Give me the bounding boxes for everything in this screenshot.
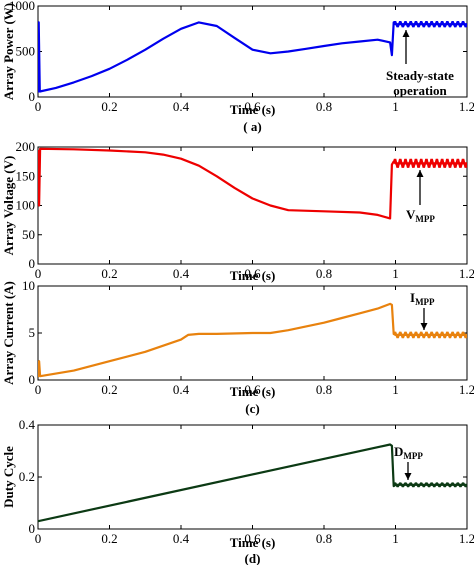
chart-panel-2: 0 0.2 0.4 0.6 0.8 1 1.2 0 50 100 150 200 Time (s) Arr… [1,139,474,300]
x-tick-label: 1.2 [459,382,474,397]
y-tick-label: 0 [29,372,36,387]
y-axis-label: Duty Cycle [1,446,16,508]
x-axis-label: Time (s) [230,268,276,283]
steady-state-trace [392,331,467,339]
series-line [38,302,467,378]
x-tick-label: 0 [35,531,42,546]
y-tick-label: 0 [29,521,36,536]
annotation-text: IMPP [410,290,435,307]
subplot-label: (d) [245,551,261,565]
y-tick-label: 100 [16,198,36,213]
y-tick-label: 0.2 [19,469,35,484]
x-axis-label: Time (s) [230,535,276,550]
annotation-text: operation [393,83,447,98]
x-tick-label: 0.8 [316,531,332,546]
x-axis-label: Time (s) [230,384,276,399]
x-tick-label: 0.6 [244,382,261,397]
plot-frame [37,146,468,265]
x-tick-label: 0 [35,266,42,281]
plot-frame [37,424,468,530]
x-tick-label: 0.8 [316,99,332,114]
x-tick-label: 0 [35,99,42,114]
y-tick-label: 10 [22,278,35,293]
y-axis-label: Array Voltage (V) [1,156,16,256]
x-tick-label: 0.6 [244,266,261,281]
x-tick-label: 1.2 [459,99,474,114]
chart-panel-4: 0 0.2 0.4 0.6 0.8 1 1.2 0 0.2 0.4 Time (s) Duty Cyc… [1,417,474,565]
x-tick-label: 0 [35,382,42,397]
chart-panel-1: 0 0.2 0.4 0.6 0.8 1 1.2 0 500 1000 Time (s) Array P… [1,0,474,134]
x-tick-label: 1 [392,531,399,546]
x-tick-label: 0.4 [173,531,190,546]
x-tick-label: 0.4 [173,382,190,397]
y-tick-label: 500 [16,44,36,59]
x-axis-label: Time (s) [230,102,276,117]
x-tick-label: 0.2 [101,99,117,114]
x-tick-label: 0.4 [173,266,190,281]
x-tick-label: 1 [392,382,399,397]
series-line [38,147,467,220]
annotation-arrow-head [402,30,410,37]
x-tick-label: 0.2 [101,266,117,281]
y-tick-label: 50 [22,227,35,242]
y-tick-label: 200 [16,139,36,154]
annotation-text: DMPP [394,444,423,461]
y-axis-label: Array Current (A) [1,281,16,385]
chart-panel-3: 0 0.2 0.4 0.6 0.8 1 1.2 0 5 10 Time (s) Array Curre… [1,278,474,416]
x-tick-label: 1.2 [459,531,474,546]
annotation-arrow-head [404,473,412,480]
y-tick-label: 1000 [9,0,35,13]
y-tick-label: 5 [29,325,36,340]
x-tick-label: 0.8 [316,266,332,281]
subplot-label: ( a) [243,119,261,134]
annotation-text: VMPP [406,207,435,224]
y-tick-label: 0 [29,256,36,271]
annotation-arrow-head [416,170,424,177]
x-tick-label: 0.2 [101,531,117,546]
x-tick-label: 1 [392,266,399,281]
y-tick-label: 0.4 [19,417,36,432]
y-tick-label: 150 [16,168,36,183]
steady-state-trace [392,482,467,488]
x-tick-label: 0.6 [244,531,261,546]
y-tick-label: 0 [29,89,36,104]
series-line [38,21,467,93]
x-tick-label: 0.2 [101,382,117,397]
x-tick-label: 1 [392,99,399,114]
annotation-text: Steady-state [386,68,454,83]
x-tick-label: 0.8 [316,382,332,397]
x-tick-label: 1.2 [459,266,474,281]
y-axis-label: Array Power (W) [1,3,16,100]
steady-state-trace [392,21,467,28]
annotation-arrow-head [420,323,428,330]
x-tick-label: 0.4 [173,99,190,114]
subplot-label: (c) [245,401,259,416]
x-tick-label: 0.6 [244,99,261,114]
steady-state-trace [392,158,467,168]
